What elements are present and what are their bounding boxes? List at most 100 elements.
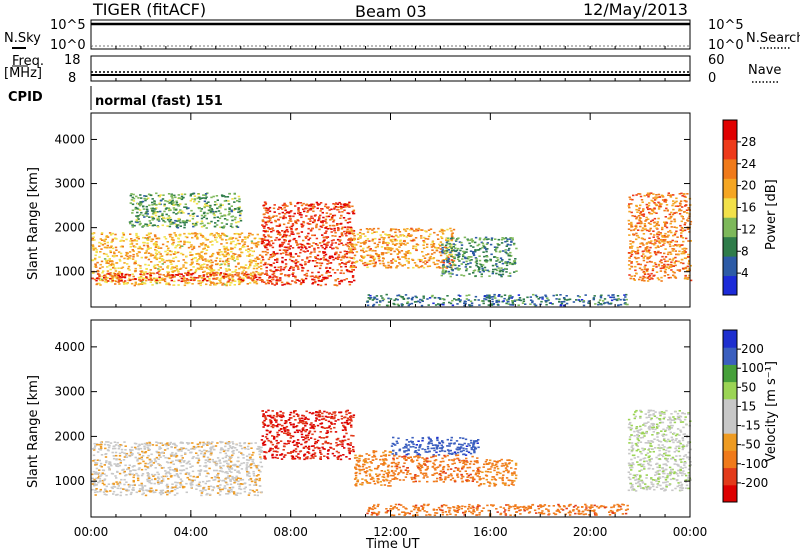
power-heatmap <box>91 192 693 307</box>
velocity-cell <box>144 468 148 471</box>
power-cell <box>330 244 333 246</box>
power-cell <box>348 232 351 235</box>
power-cell <box>133 239 136 242</box>
power-cell <box>135 240 139 242</box>
velocity-cell <box>219 451 222 454</box>
velocity-cell <box>239 477 242 480</box>
velocity-cell <box>196 462 200 464</box>
power-cell <box>630 247 633 249</box>
power-cell <box>313 219 316 221</box>
power-cell <box>102 239 106 241</box>
power-cell <box>496 257 499 259</box>
power-cell <box>663 221 666 224</box>
power-cell <box>506 253 510 255</box>
power-cell <box>450 235 454 237</box>
power-cell <box>238 254 242 256</box>
power-cell <box>219 212 222 215</box>
power-cell <box>96 269 99 272</box>
power-cell <box>378 238 381 241</box>
power-cell <box>389 266 393 269</box>
power-cell <box>144 212 147 215</box>
power-cell <box>289 252 292 255</box>
power-cell <box>390 235 393 238</box>
power-cell <box>237 233 241 236</box>
velocity-cell <box>95 483 98 486</box>
power-cell <box>304 251 307 253</box>
power-cell <box>285 234 288 237</box>
velocity-cell <box>164 473 168 475</box>
velocity-cell <box>150 478 154 481</box>
power-cell <box>170 195 173 198</box>
velocity-cell <box>191 470 195 473</box>
power-cell <box>511 301 514 304</box>
power-cell <box>442 302 445 304</box>
power-cell <box>228 208 231 211</box>
power-cell <box>348 201 351 204</box>
power-cell <box>153 200 156 202</box>
power-cell <box>187 212 190 215</box>
power-cell <box>353 246 356 249</box>
power-cell <box>246 283 249 285</box>
power-cell <box>339 239 342 241</box>
power-cell <box>134 281 137 284</box>
power-cell <box>256 256 259 259</box>
power-cell <box>302 224 305 227</box>
power-cell <box>362 257 365 259</box>
power-cell <box>404 244 407 246</box>
power-cell <box>160 255 164 257</box>
velocity-cell <box>215 469 218 472</box>
power-cell <box>219 236 222 239</box>
power-cell <box>215 236 218 239</box>
power-cell <box>318 216 321 218</box>
power-cell <box>377 257 381 260</box>
power-cell <box>360 233 364 235</box>
velocity-cell <box>158 492 162 494</box>
power-cell <box>106 272 110 275</box>
velocity-cell <box>173 494 177 496</box>
power-cell <box>325 244 328 247</box>
power-cell <box>537 298 540 300</box>
power-cell <box>384 241 388 244</box>
power-cell <box>649 233 653 235</box>
velocity-cell <box>190 481 193 484</box>
power-cell <box>387 301 391 303</box>
nsky-label: N.Sky <box>4 31 41 46</box>
power-cell <box>356 233 360 236</box>
power-cell <box>186 282 189 285</box>
power-cell <box>657 193 661 196</box>
power-cell <box>365 264 368 266</box>
power-cell <box>334 253 337 256</box>
power-cell <box>292 272 295 274</box>
power-cell <box>404 256 407 258</box>
power-cell <box>689 264 692 267</box>
power-cell <box>685 237 688 240</box>
power-cell <box>482 300 485 302</box>
velocity-cell <box>137 447 141 450</box>
power-cell <box>203 270 206 273</box>
power-cell <box>351 205 354 208</box>
power-cell <box>661 255 664 258</box>
power-cell <box>478 271 482 273</box>
power-cell <box>640 279 644 282</box>
power-cell <box>101 271 104 274</box>
power-cell <box>283 249 287 251</box>
power-cell <box>160 259 164 262</box>
power-cell <box>488 275 491 277</box>
power-cell <box>666 210 669 212</box>
power-cell <box>661 236 664 238</box>
power-cell <box>118 271 121 273</box>
power-cell <box>482 244 485 247</box>
power-cell <box>198 245 201 248</box>
power-cell <box>219 280 222 282</box>
power-cell <box>363 243 366 245</box>
velocity-cell <box>200 446 203 448</box>
power-cell <box>345 253 348 255</box>
power-cell <box>600 294 603 297</box>
power-cell <box>219 282 223 284</box>
power-cell <box>617 297 620 300</box>
power-cell <box>647 218 650 220</box>
power-cell <box>460 247 463 250</box>
power-cell <box>343 250 346 253</box>
power-cell <box>653 207 656 209</box>
power-cell <box>154 214 158 217</box>
